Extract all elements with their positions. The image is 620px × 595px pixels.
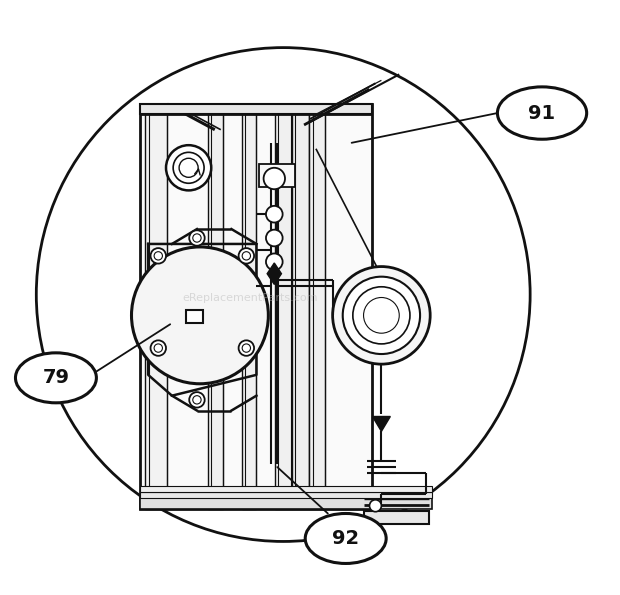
Circle shape <box>166 145 211 190</box>
Bar <box>186 310 203 323</box>
Bar <box>140 498 432 509</box>
Circle shape <box>266 230 283 246</box>
Text: 92: 92 <box>332 529 359 548</box>
Ellipse shape <box>305 513 386 563</box>
Bar <box>275 104 292 509</box>
Circle shape <box>151 340 166 356</box>
Circle shape <box>131 247 268 384</box>
Circle shape <box>332 267 430 364</box>
Ellipse shape <box>497 87 587 139</box>
Circle shape <box>266 253 283 270</box>
Circle shape <box>189 392 205 408</box>
Polygon shape <box>373 416 391 431</box>
Bar <box>292 104 309 509</box>
Bar <box>259 164 295 187</box>
Bar <box>242 104 257 509</box>
Circle shape <box>239 340 254 356</box>
Bar <box>309 104 326 509</box>
Circle shape <box>151 248 166 264</box>
Bar <box>208 104 223 509</box>
Polygon shape <box>267 263 281 284</box>
Bar <box>144 104 167 509</box>
Text: 91: 91 <box>528 104 556 123</box>
Circle shape <box>189 230 205 246</box>
Circle shape <box>239 248 254 264</box>
Text: 79: 79 <box>42 368 69 387</box>
Bar <box>140 104 373 114</box>
Circle shape <box>37 48 530 541</box>
Circle shape <box>370 500 381 512</box>
Bar <box>140 104 373 509</box>
Circle shape <box>264 168 285 189</box>
Circle shape <box>343 277 420 354</box>
Text: eReplacementParts.com: eReplacementParts.com <box>183 293 318 302</box>
Circle shape <box>266 206 283 223</box>
Bar <box>363 511 429 524</box>
Bar <box>140 486 432 492</box>
Ellipse shape <box>16 353 96 403</box>
Bar <box>140 492 432 498</box>
